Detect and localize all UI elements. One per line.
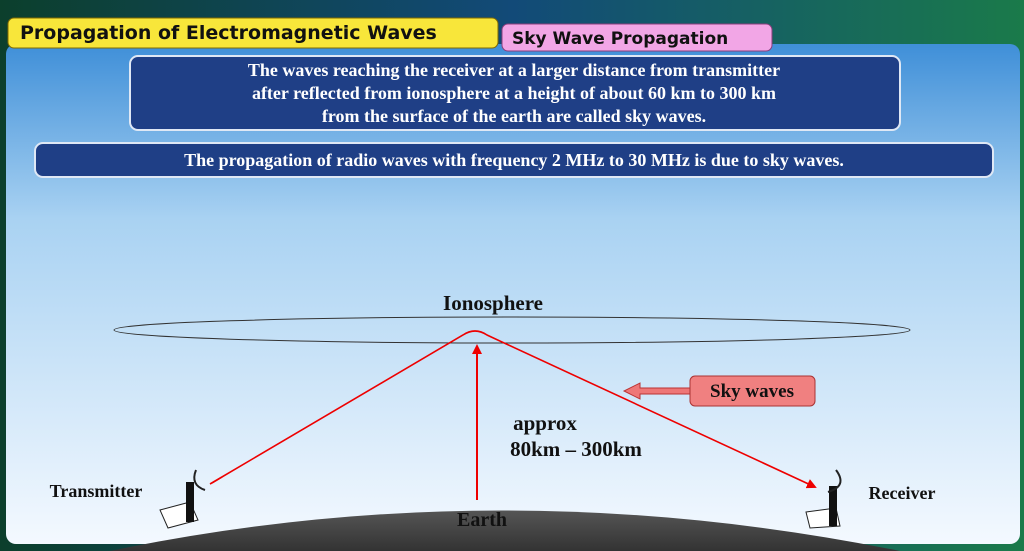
height-label: approx: [513, 411, 577, 435]
subtitle-tab: [501, 23, 773, 52]
sky-waves-label: Sky waves: [710, 381, 794, 402]
receiver-antenna: [805, 469, 842, 529]
sky-waves-box: [689, 375, 816, 407]
description-line: The waves reaching the receiver at a lar…: [248, 60, 780, 80]
note-box: [34, 142, 994, 178]
title-tab: [7, 17, 499, 49]
description-line: after reflected from ionosphere at a hei…: [252, 83, 776, 103]
ionosphere: [113, 316, 911, 344]
title: Propagation of Electromagnetic Waves: [20, 22, 437, 44]
earth-label: Earth: [457, 509, 507, 531]
transmitter-label: Transmitter: [50, 481, 143, 501]
label-arrow: [622, 382, 695, 400]
description-line: from the surface of the earth are called…: [322, 106, 706, 126]
subtitle: Sky Wave Propagation: [512, 29, 728, 49]
wave-start: [211, 476, 223, 484]
sky-wave-path: [209, 330, 817, 489]
ionosphere-label: Ionosphere: [443, 291, 543, 315]
earth: [110, 510, 900, 551]
note: The propagation of radio waves with freq…: [184, 150, 844, 170]
height-label: 80km – 300km: [510, 437, 642, 461]
transmitter-antenna: [159, 469, 206, 529]
description-box: [129, 55, 901, 131]
receiver-label: Receiver: [869, 483, 936, 503]
